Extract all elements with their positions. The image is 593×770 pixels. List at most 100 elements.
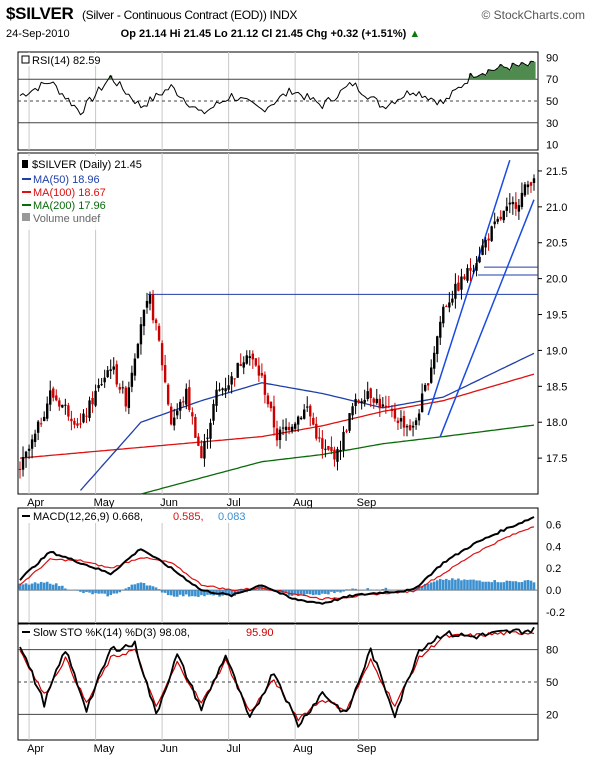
macd-histogram-bar [429, 582, 433, 591]
price-bar-body [148, 294, 152, 304]
macd-histogram-bar [333, 590, 336, 594]
price-bar-body [484, 239, 487, 248]
price-bar-body [239, 364, 242, 367]
price-bar-body [88, 400, 91, 418]
price-bar-body [363, 399, 366, 403]
macd-histogram-bar [384, 587, 388, 591]
macd-histogram-bar [109, 590, 113, 595]
price-bar-body [191, 412, 194, 417]
stoch-label: Slow STO %K(14) %D(3) 98.08, [33, 627, 190, 639]
price-bar-body [151, 294, 155, 321]
macd-histogram-bar [64, 588, 67, 591]
price-bar-body [21, 457, 25, 470]
price-bar-body [203, 441, 206, 459]
macd-histogram-bar [166, 590, 170, 596]
price-bar-body [166, 384, 170, 405]
month-label: Jul [227, 497, 241, 509]
price-bar-body [393, 408, 397, 419]
price-bar-body [145, 300, 149, 308]
month-label: Sep [357, 497, 377, 509]
macd-histogram-bar [299, 590, 303, 595]
price-bar-body [336, 449, 339, 462]
month-label: May [94, 743, 115, 755]
price-tick-label: 21.5 [546, 166, 567, 178]
macd-histogram-bar [139, 582, 143, 591]
price-tick-label: 18.0 [546, 417, 567, 429]
price-bar-body [324, 448, 327, 450]
price-bar-body [436, 336, 439, 355]
macd-histogram-bar [490, 582, 493, 591]
macd-label-bg [19, 509, 255, 523]
price-bar-body [266, 395, 270, 405]
macd-histogram-bar [460, 580, 463, 591]
macd-histogram-bar [130, 584, 134, 591]
macd-histogram-bar [457, 578, 460, 591]
macd-histogram-bar [311, 590, 315, 596]
quote-line: 24-Sep-2010 Op 21.14 Hi 21.45 Lo 21.12 C… [6, 28, 420, 40]
month-label: May [94, 497, 115, 509]
price-bar-body [236, 362, 239, 378]
macd-histogram-bar [188, 590, 191, 597]
macd-histogram-bar [21, 584, 25, 591]
stoch-d-line [19, 630, 535, 722]
price-bar-body [136, 343, 140, 358]
price-bar-body [221, 388, 224, 391]
macd-histogram-bar [215, 590, 218, 595]
price-bar-body [269, 401, 273, 409]
macd-histogram-bar [181, 590, 185, 597]
price-legend-item: Volume undef [33, 213, 101, 225]
macd-histogram-bar [438, 578, 442, 591]
macd-histogram-bar [163, 590, 167, 593]
macd-histogram-bar [526, 579, 530, 591]
price-bar-body [333, 449, 336, 460]
macd-histogram-bar [145, 585, 149, 591]
price-bar-body [299, 417, 303, 420]
macd-histogram-bar [330, 590, 333, 592]
price-bar-body [396, 420, 400, 424]
month-label: Jun [160, 497, 178, 509]
macd-histogram-bar [496, 582, 500, 591]
macd-histogram-bar [499, 582, 503, 591]
price-bar-body [185, 388, 188, 405]
price-bar-body [378, 398, 381, 409]
rsi-tick-label: 50 [546, 96, 558, 108]
rsi-line [19, 60, 535, 116]
macd-histogram-bar [33, 582, 37, 591]
price-bar-body [466, 268, 469, 281]
macd-histogram-bar [342, 590, 345, 592]
price-bar-body [160, 343, 164, 366]
macd-histogram-bar [327, 590, 330, 595]
macd-histogram-bar [308, 590, 312, 595]
price-bar-body [478, 256, 481, 263]
price-bar-body [106, 370, 109, 378]
price-bar-body [254, 358, 258, 366]
macd-histogram-bar [505, 580, 509, 591]
price-bar-body [375, 398, 378, 404]
macd-histogram-bar [24, 583, 28, 591]
price-bar-body [115, 364, 118, 385]
symbol-description: (Silver - Continuous Contract (EOD)) IND… [81, 8, 298, 22]
price-bar-body [439, 321, 442, 338]
macd-histogram-bar [42, 582, 46, 591]
price-bar-body [179, 401, 182, 411]
macd-histogram-bar [200, 590, 203, 596]
price-bar-body [390, 408, 394, 412]
macd-histogram-bar [472, 579, 475, 591]
macd-histogram-bar [293, 590, 297, 595]
price-bar-body [176, 410, 179, 416]
price-bar-body [345, 430, 348, 432]
macd-histogram-bar [296, 590, 300, 596]
price-bar-body [366, 391, 369, 400]
price-bar-body [293, 423, 297, 429]
price-bar-body [290, 426, 294, 431]
price-bar-body [73, 420, 76, 425]
price-bar-body [490, 226, 493, 241]
month-label: Sep [357, 743, 377, 755]
price-legend-bg [19, 156, 139, 230]
macd-histogram-bar [478, 580, 481, 591]
price-bar-body [457, 282, 460, 291]
macd-histogram-bar [463, 579, 466, 591]
macd-histogram-bar [27, 584, 31, 591]
